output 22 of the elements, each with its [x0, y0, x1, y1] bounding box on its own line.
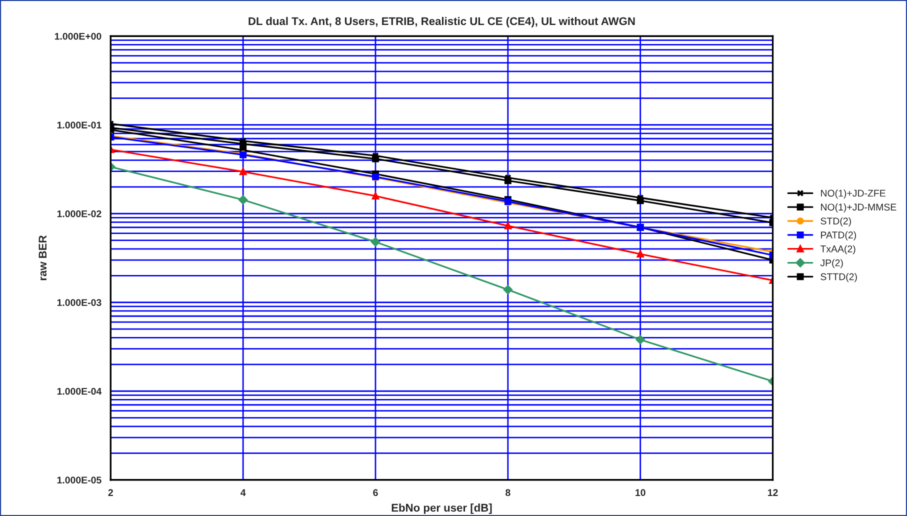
chart-title: DL dual Tx. Ant, 8 Users, ETRIB, Realistic UL CE (CE4), UL without AWGN — [248, 16, 635, 28]
legend-label: STTD(2) — [820, 273, 857, 282]
y-axis-title: raw BER — [38, 235, 47, 280]
legend-label: JP(2) — [820, 259, 843, 268]
x-tick-label: 8 — [506, 489, 510, 496]
legend-label: NO(1)+JD-ZFE — [821, 190, 886, 199]
y-tick-label: 1.000E-05 — [57, 476, 102, 484]
x-tick-label: 12 — [768, 489, 778, 496]
x-axis-title: EbNo per user [dB] — [392, 504, 492, 514]
legend-label: PATD(2) — [821, 231, 856, 240]
x-tick-label: 2 — [108, 489, 113, 496]
x-tick-label: 6 — [373, 489, 378, 496]
legend-label: NO(1)+JD-MMSE — [821, 203, 896, 212]
y-tick-label: 1.000E+00 — [54, 32, 102, 40]
x-tick-label: 4 — [240, 489, 246, 496]
legend-label: STD(2) — [820, 217, 851, 226]
legend-label: TxAA(2) — [820, 245, 856, 254]
x-tick-label: 10 — [636, 489, 646, 496]
y-tick-label: 1.000E-03 — [57, 299, 102, 306]
y-tick-label: 1.000E-01 — [57, 122, 102, 128]
y-tick-label: 1.000E-04 — [57, 388, 102, 395]
y-tick-label: 1.000E-02 — [57, 210, 102, 218]
